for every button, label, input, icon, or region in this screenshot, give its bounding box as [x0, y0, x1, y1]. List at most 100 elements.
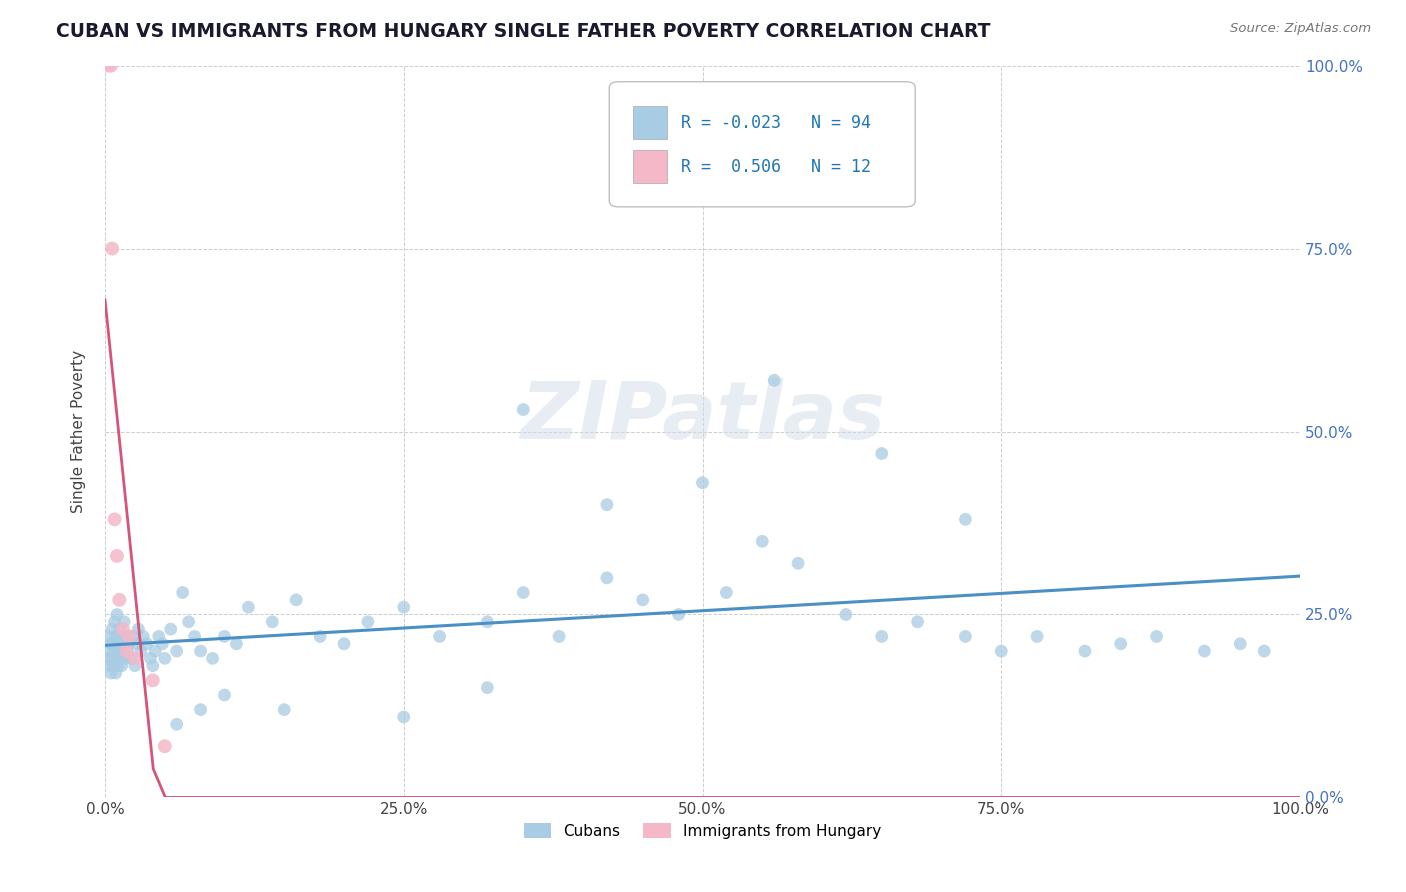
Point [1146, 629, 1168, 643]
Point [105, 651, 128, 665]
Point [668, 607, 690, 622]
Point [111, 622, 134, 636]
Point [1026, 629, 1049, 643]
Text: ZIPatlas: ZIPatlas [520, 378, 884, 456]
Point [955, 629, 977, 643]
FancyBboxPatch shape [633, 106, 666, 139]
Point [763, 373, 786, 387]
Point [477, 615, 499, 629]
Point [142, 673, 165, 688]
Point [333, 637, 356, 651]
Point [1109, 637, 1132, 651]
Point [238, 600, 260, 615]
Point [120, 651, 142, 665]
Point [108, 644, 131, 658]
Point [114, 651, 136, 665]
Point [105, 549, 128, 563]
Point [100, 666, 122, 681]
Point [103, 637, 125, 651]
Point [97, 629, 120, 643]
Point [110, 629, 132, 643]
Text: R =  0.506   N = 12: R = 0.506 N = 12 [681, 158, 870, 176]
Point [716, 585, 738, 599]
Point [214, 688, 236, 702]
Point [100, 59, 122, 73]
Point [101, 622, 124, 636]
Point [183, 629, 205, 643]
Point [990, 644, 1012, 658]
Point [98, 637, 121, 651]
Point [96, 651, 118, 665]
Point [835, 607, 858, 622]
Point [100, 644, 122, 658]
Point [104, 666, 127, 681]
Point [103, 615, 125, 629]
Point [153, 651, 176, 665]
Point [166, 644, 188, 658]
Point [110, 651, 132, 665]
Point [285, 592, 308, 607]
Point [596, 498, 619, 512]
Point [477, 681, 499, 695]
Point [273, 703, 295, 717]
Point [107, 637, 129, 651]
Point [148, 629, 170, 643]
Point [309, 629, 332, 643]
Point [139, 651, 162, 665]
Point [124, 651, 146, 665]
Point [548, 629, 571, 643]
Point [101, 242, 124, 256]
Point [105, 607, 128, 622]
Point [107, 658, 129, 673]
FancyBboxPatch shape [609, 82, 915, 207]
Point [108, 592, 131, 607]
Point [870, 629, 893, 643]
Point [392, 710, 415, 724]
Legend: Cubans, Immigrants from Hungary: Cubans, Immigrants from Hungary [517, 816, 887, 845]
Point [129, 644, 152, 658]
Point [631, 592, 654, 607]
Text: Source: ZipAtlas.com: Source: ZipAtlas.com [1230, 22, 1371, 36]
Point [751, 534, 773, 549]
Point [166, 717, 188, 731]
Point [172, 585, 194, 599]
Point [111, 644, 134, 658]
Point [101, 651, 124, 665]
Point [117, 644, 139, 658]
Point [111, 658, 134, 673]
Point [135, 637, 157, 651]
Point [692, 475, 714, 490]
Point [104, 629, 127, 643]
Point [142, 658, 165, 673]
Point [115, 629, 138, 643]
Point [153, 739, 176, 754]
Point [429, 629, 451, 643]
Point [150, 637, 173, 651]
Point [121, 629, 143, 643]
Point [512, 585, 534, 599]
Point [907, 615, 929, 629]
Point [1229, 637, 1251, 651]
Point [225, 637, 247, 651]
Point [112, 615, 135, 629]
Point [132, 629, 155, 643]
Point [190, 644, 212, 658]
Text: R = -0.023   N = 94: R = -0.023 N = 94 [681, 113, 870, 132]
Point [262, 615, 284, 629]
Point [357, 615, 380, 629]
Point [190, 703, 212, 717]
Point [177, 615, 200, 629]
Point [103, 658, 125, 673]
Point [118, 637, 141, 651]
Point [512, 402, 534, 417]
Point [214, 629, 236, 643]
Point [159, 622, 181, 636]
Text: CUBAN VS IMMIGRANTS FROM HUNGARY SINGLE FATHER POVERTY CORRELATION CHART: CUBAN VS IMMIGRANTS FROM HUNGARY SINGLE … [56, 22, 991, 41]
Point [103, 644, 125, 658]
Point [115, 644, 138, 658]
Point [111, 637, 134, 651]
Point [1074, 644, 1097, 658]
Point [392, 600, 415, 615]
Point [1194, 644, 1216, 658]
Point [143, 644, 166, 658]
